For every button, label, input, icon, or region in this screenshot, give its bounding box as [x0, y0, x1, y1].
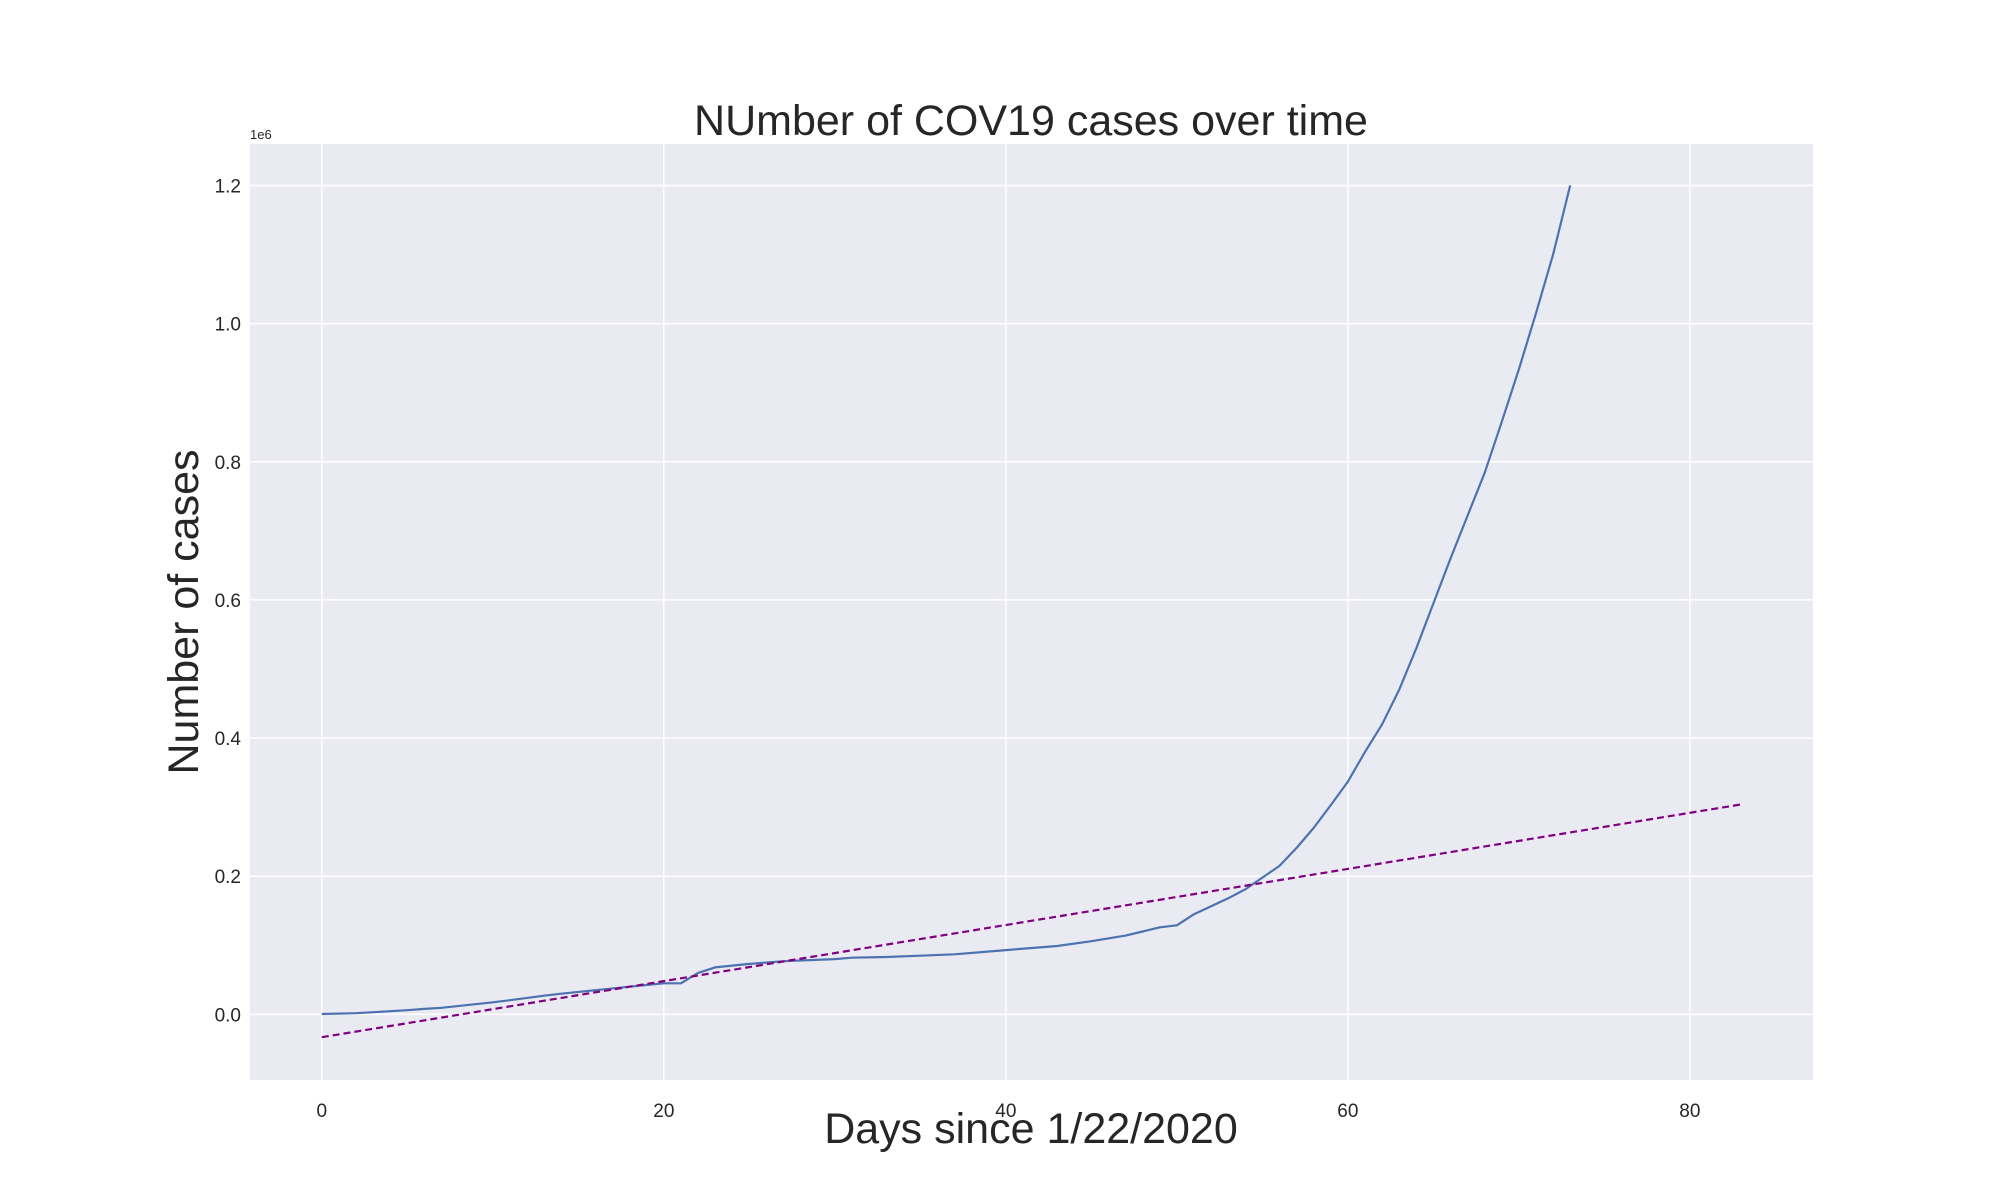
trend-line-series — [321, 803, 1742, 1039]
y-tick-labels: 0.0 0.2 0.4 0.6 0.8 1.0 1.2 — [215, 176, 242, 1026]
grid-lines — [250, 144, 1813, 1080]
y-tick-label: 0.8 — [215, 453, 241, 474]
x-tick-labels: 0 20 40 60 80 — [317, 1101, 1701, 1122]
series-lines — [321, 185, 1742, 1039]
y-tick-label: 1.0 — [215, 315, 241, 336]
x-tick-label: 40 — [995, 1101, 1016, 1122]
x-axis-label: Days since 1/22/2020 — [824, 1105, 1238, 1153]
y-axis-label: Number of cases — [160, 449, 208, 774]
cases-line-series — [321, 185, 1572, 1016]
y-tick-label: 0.0 — [215, 1005, 241, 1026]
y-tick-label: 0.2 — [215, 867, 241, 888]
y-tick-label: 0.6 — [215, 591, 241, 612]
chart-title: NUmber of COV19 cases over time — [694, 97, 1368, 145]
y-offset-label: 1e6 — [250, 127, 272, 142]
x-tick-label: 60 — [1337, 1101, 1358, 1122]
x-tick-label: 0 — [317, 1101, 328, 1122]
plot-area — [250, 144, 1813, 1080]
x-tick-label: 80 — [1679, 1101, 1700, 1122]
y-tick-label: 1.2 — [215, 176, 241, 197]
y-tick-label: 0.4 — [215, 729, 242, 750]
x-tick-label: 20 — [653, 1101, 674, 1122]
